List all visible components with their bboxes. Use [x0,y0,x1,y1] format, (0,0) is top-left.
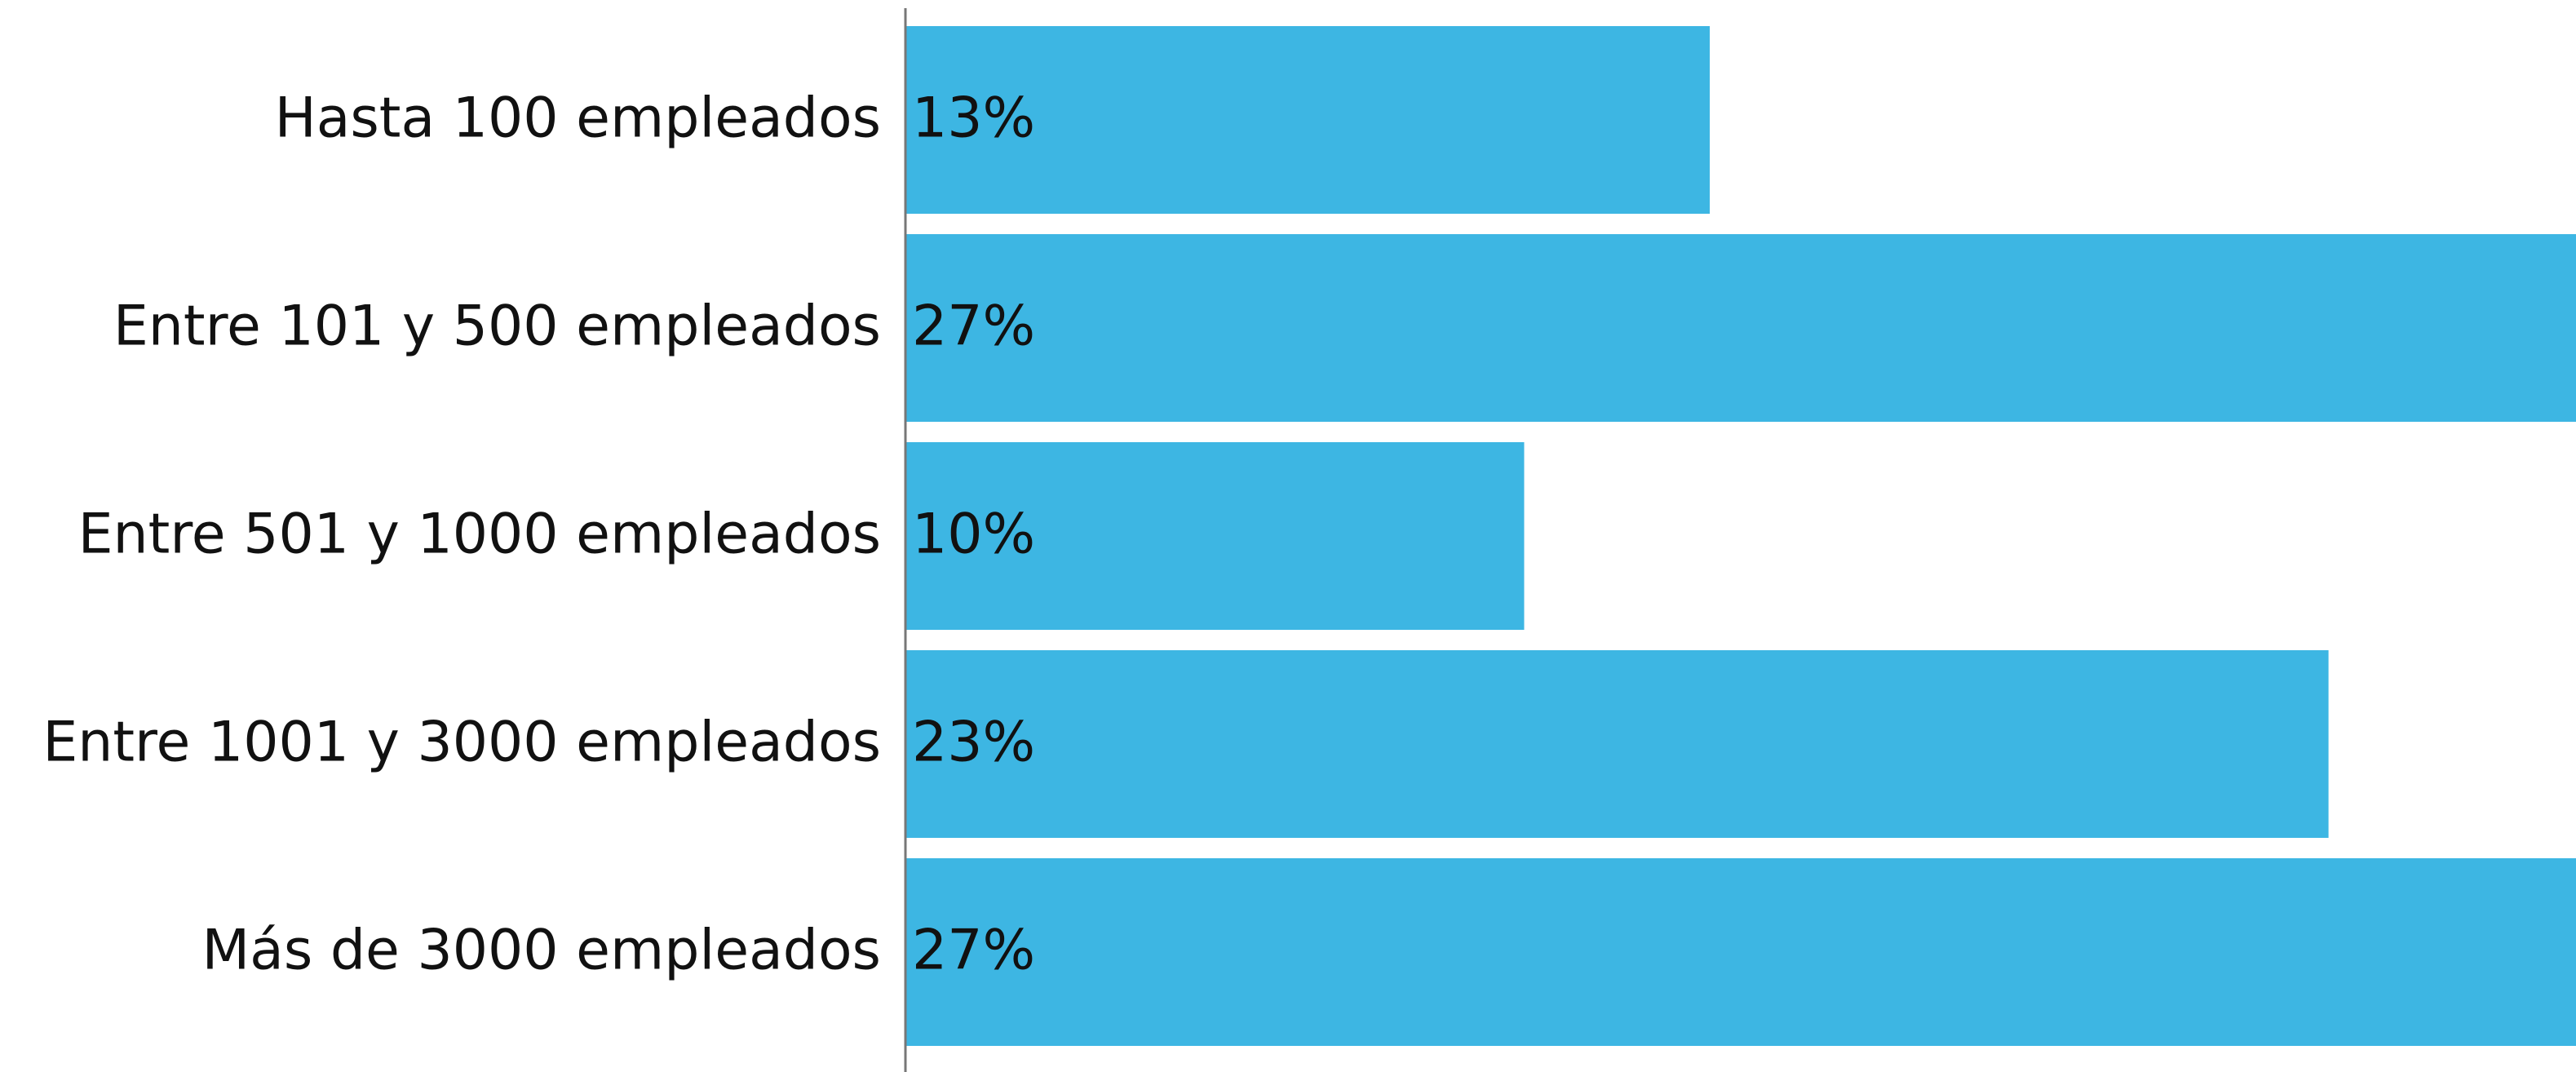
value-label: 13% [912,86,1035,151]
value-label: 23% [912,711,1035,775]
category-label: Entre 1001 y 3000 empleados [42,711,881,775]
bar [905,858,2576,1046]
value-label: 10% [912,503,1035,567]
category-label: Hasta 100 empleados [275,86,881,151]
bar [905,442,1525,630]
bar [905,26,1711,214]
category-label: Más de 3000 empleados [201,919,881,983]
bar [905,650,2329,838]
value-label: 27% [912,919,1035,983]
category-label: Entre 101 y 500 empleados [113,295,881,359]
category-label: Entre 501 y 1000 empleados [78,503,881,567]
bar [905,234,2576,422]
value-label: 27% [912,295,1035,359]
